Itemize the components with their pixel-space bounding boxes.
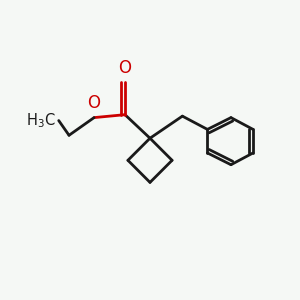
Text: O: O: [118, 59, 131, 77]
Text: O: O: [88, 94, 100, 112]
Text: H$_3$C: H$_3$C: [26, 111, 56, 130]
